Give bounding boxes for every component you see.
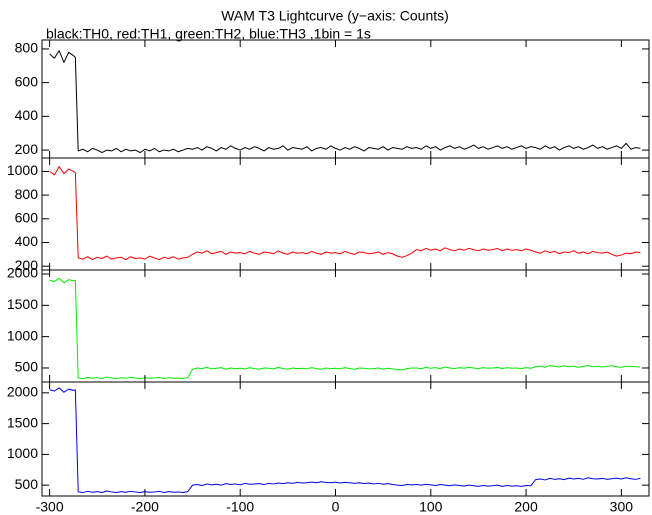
light-curve [49,166,641,261]
x-tick-label: 100 [419,499,443,515]
y-tick-label: 500 [15,476,39,492]
y-tick-label: 1500 [7,414,38,430]
x-tick-label: -200 [131,499,159,515]
y-tick-label: 1000 [7,162,38,178]
y-tick-label: 200 [15,141,39,157]
y-tick-label: 1000 [7,445,38,461]
chart-title: WAM T3 Lightcurve (y−axis: Counts) [221,8,449,24]
y-tick-label: 1500 [7,296,38,312]
panel-frame [41,269,650,383]
y-tick-label: 800 [15,40,39,56]
x-tick-label: 200 [514,499,538,515]
y-tick-label: 400 [15,233,39,249]
light-curve [49,50,641,154]
x-tick-label: 300 [610,499,634,515]
y-tick-label: 200 [15,257,39,273]
x-tick-label: -300 [36,499,64,515]
y-tick-label: 2000 [7,384,38,400]
y-tick-label: 600 [15,210,39,226]
y-tick-label: 600 [15,73,39,89]
x-tick-label: -100 [226,499,254,515]
y-tick-label: 800 [15,186,39,202]
y-tick-label: 1000 [7,327,38,343]
y-tick-label: 2000 [7,265,38,281]
chart-subtitle: black:TH0, red:TH1, green:TH2, blue:TH3 … [46,26,371,42]
panel-frame [41,39,650,159]
y-tick-label: 400 [15,107,39,123]
light-curve [49,277,641,380]
light-curve [49,387,641,494]
x-tick-label: 0 [332,499,340,515]
panel-frame [41,381,650,497]
y-tick-label: 500 [15,359,39,375]
